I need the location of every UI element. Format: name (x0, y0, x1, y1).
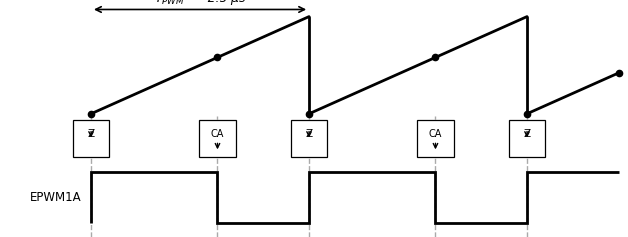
FancyBboxPatch shape (417, 120, 453, 157)
Text: $T_{PWM}\ =\ 2.5\ \mu s$: $T_{PWM}\ =\ 2.5\ \mu s$ (153, 0, 247, 7)
Text: CA: CA (211, 129, 224, 139)
Text: EPWM1A: EPWM1A (30, 191, 82, 204)
FancyBboxPatch shape (291, 120, 327, 157)
Text: Z: Z (524, 129, 531, 139)
FancyBboxPatch shape (509, 120, 545, 157)
Text: Z: Z (87, 129, 95, 139)
FancyBboxPatch shape (199, 120, 236, 157)
FancyBboxPatch shape (73, 120, 109, 157)
Text: Z: Z (305, 129, 313, 139)
Text: CA: CA (429, 129, 442, 139)
